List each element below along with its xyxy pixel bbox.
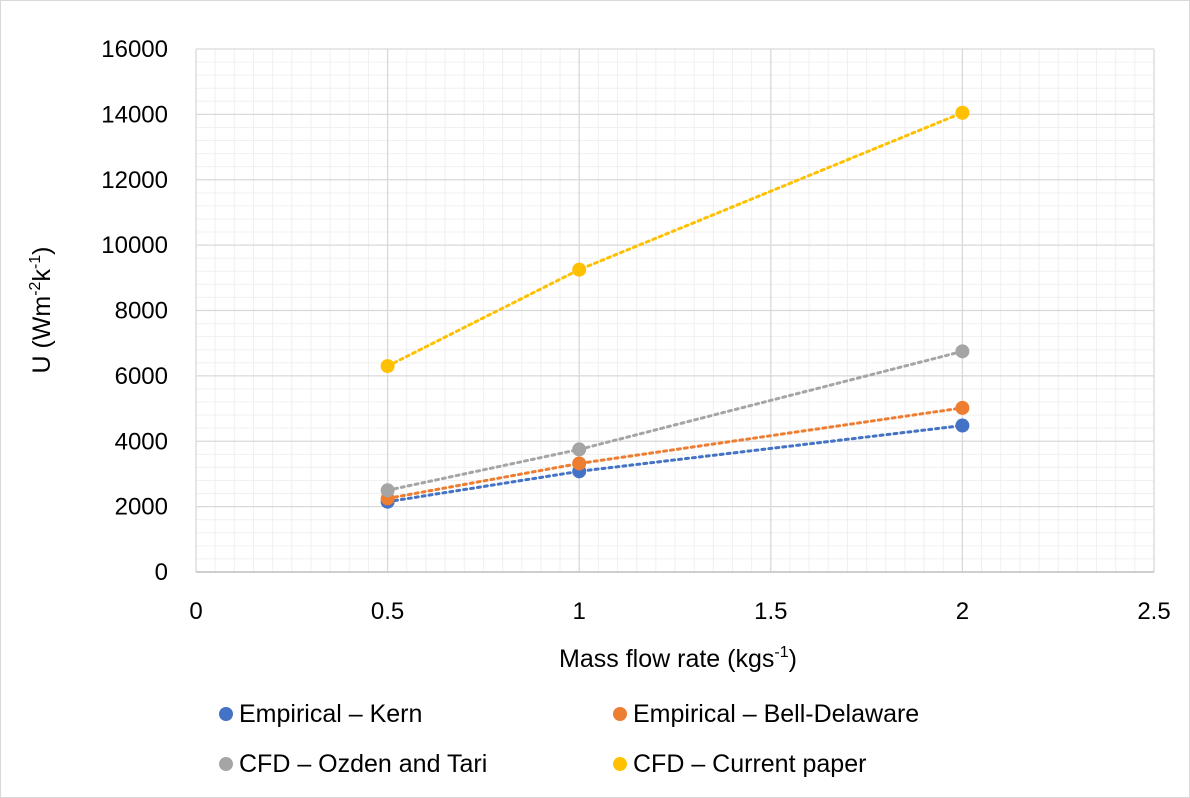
data-point-series-2 — [955, 344, 970, 359]
y-tick-label: 2000 — [115, 494, 168, 521]
y-tick-label: 16000 — [101, 36, 168, 63]
data-point-series-3 — [955, 105, 970, 120]
data-point-series-3 — [572, 262, 587, 277]
x-tick-label: 0 — [189, 598, 202, 625]
data-point-series-0 — [955, 418, 970, 433]
x-tick-label: 0.5 — [371, 598, 404, 625]
legend-label-series-3: CFD – Current paper — [633, 750, 866, 778]
data-point-series-2 — [380, 483, 395, 498]
major-gridlines — [195, 48, 1155, 572]
x-tick-label: 2.5 — [1137, 598, 1170, 625]
y-tick-label: 6000 — [115, 363, 168, 390]
y-tick-label: 0 — [155, 559, 168, 586]
y-tick-label: 10000 — [101, 232, 168, 259]
data-point-series-1 — [572, 456, 587, 471]
legend: Empirical – Kern Empirical – Bell-Delawar… — [219, 700, 919, 778]
x-axis-title: Mass flow rate (kgs-1) — [559, 644, 797, 673]
legend-label-series-1: Empirical – Bell-Delaware — [633, 700, 919, 728]
legend-marker-series-1 — [613, 707, 627, 721]
trendline-series-0 — [386, 424, 964, 504]
legend-label-series-0: Empirical – Kern — [239, 700, 422, 728]
data-point-series-1 — [955, 400, 970, 415]
data-point-series-2 — [572, 442, 587, 457]
data-points — [380, 105, 970, 509]
y-tick-label: 4000 — [115, 428, 168, 455]
y-axis-tick-labels: 0 2000 4000 6000 8000 10000 12000 14000 16000 — [101, 36, 168, 586]
x-tick-label: 1.5 — [754, 598, 787, 625]
y-axis-title: U (Wm-2k-1) — [27, 246, 56, 373]
legend-marker-series-3 — [613, 757, 627, 771]
y-tick-label: 12000 — [101, 167, 168, 194]
data-point-series-3 — [380, 359, 395, 374]
legend-marker-series-0 — [219, 707, 233, 721]
x-tick-label: 2 — [956, 598, 969, 625]
y-tick-label: 8000 — [115, 298, 168, 325]
y-tick-label: 14000 — [101, 101, 168, 128]
x-axis-tick-labels: 0 0.5 1 1.5 2 2.5 — [189, 598, 1170, 625]
legend-marker-series-2 — [219, 757, 233, 771]
legend-label-series-2: CFD – Ozden and Tari — [239, 750, 487, 778]
x-tick-label: 1 — [573, 598, 586, 625]
